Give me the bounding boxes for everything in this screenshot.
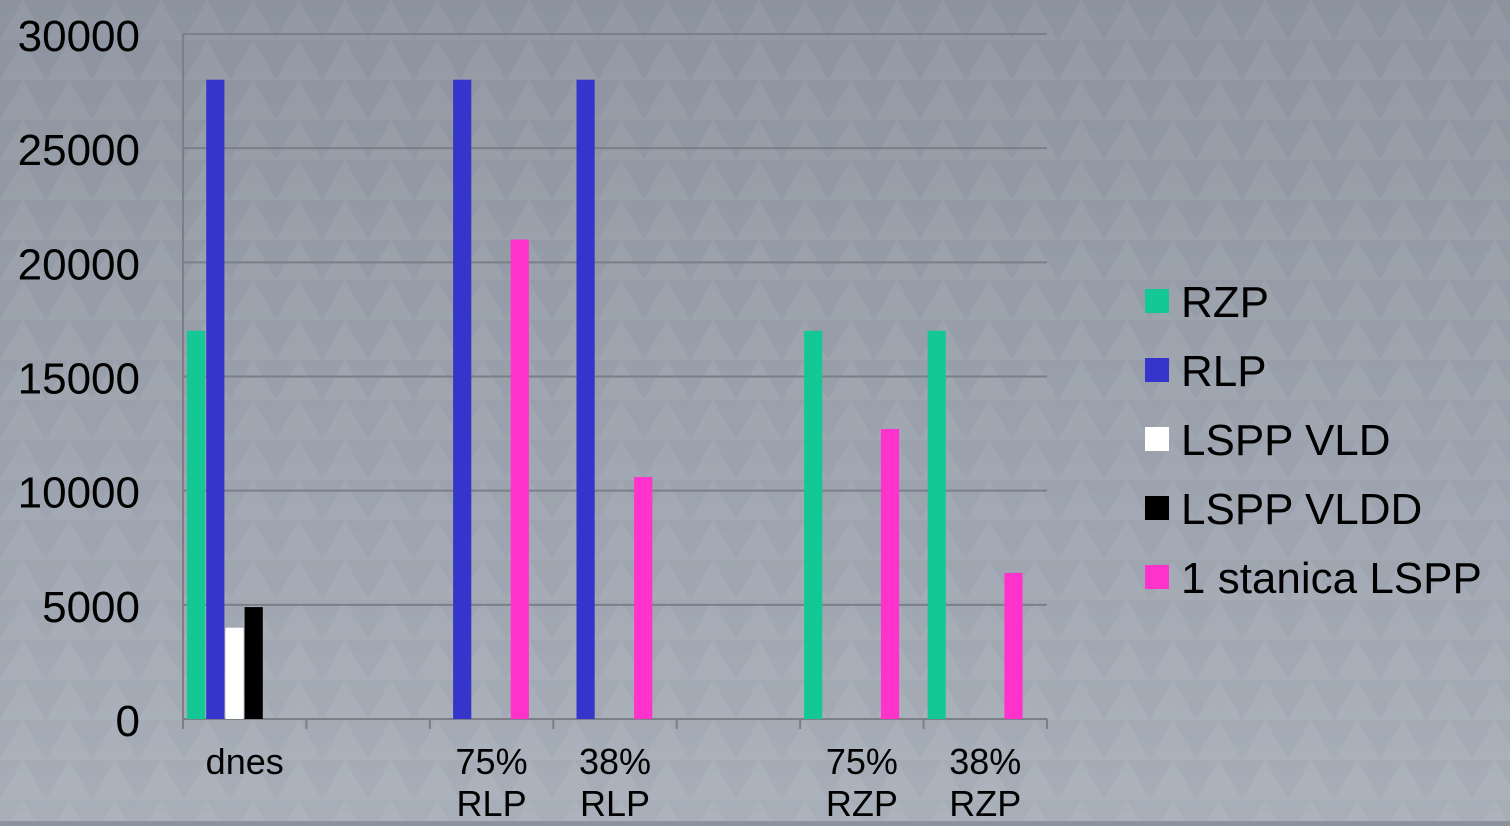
axes xyxy=(182,34,1048,729)
bar xyxy=(244,607,263,719)
y-tick-label: 30000 xyxy=(18,12,140,61)
x-tick-label: RLP xyxy=(457,783,527,821)
x-tick-label: RZP xyxy=(826,783,898,821)
y-tick-label: 0 xyxy=(116,697,140,746)
x-tick-label: 75% xyxy=(456,741,528,782)
y-tick-label: 10000 xyxy=(18,469,140,518)
gridlines xyxy=(183,33,1047,606)
y-tick-label: 20000 xyxy=(18,240,140,289)
bar xyxy=(187,330,206,719)
bar xyxy=(453,79,472,719)
legend-swatch xyxy=(1145,496,1169,520)
y-tick-label: 5000 xyxy=(42,583,140,632)
bar xyxy=(1004,572,1023,719)
legend-swatch xyxy=(1145,289,1169,313)
bar xyxy=(880,429,900,719)
x-tick-label: 75% xyxy=(826,741,898,782)
x-tick-label: 38% xyxy=(949,741,1021,782)
legend-label: 1 stanica LSPP xyxy=(1181,554,1482,603)
bar xyxy=(225,627,244,719)
bar xyxy=(206,79,225,719)
legend-swatch xyxy=(1145,565,1169,589)
legend-label: LSPP VLDD xyxy=(1181,485,1422,534)
legend-label: RZP xyxy=(1181,278,1269,327)
x-tick-label: RZP xyxy=(949,783,1021,821)
x-tick-label: 38% xyxy=(579,741,651,782)
y-tick-label: 25000 xyxy=(18,126,140,175)
bars xyxy=(187,79,1023,719)
bar xyxy=(510,239,529,719)
legend-label: LSPP VLD xyxy=(1181,416,1391,465)
bar xyxy=(634,477,653,719)
x-tick-label: dnes xyxy=(206,741,284,782)
legend-swatch xyxy=(1145,427,1169,451)
bar xyxy=(576,79,595,719)
bar xyxy=(804,330,823,719)
x-tick-label: RLP xyxy=(580,783,650,821)
y-tick-label: 15000 xyxy=(18,355,140,404)
legend-swatch xyxy=(1145,358,1169,382)
legend: RZP RLP LSPP VLD LSPP VLDD 1 stanica LSPP xyxy=(1145,278,1482,603)
bar xyxy=(927,330,946,719)
legend-label: RLP xyxy=(1181,347,1267,396)
